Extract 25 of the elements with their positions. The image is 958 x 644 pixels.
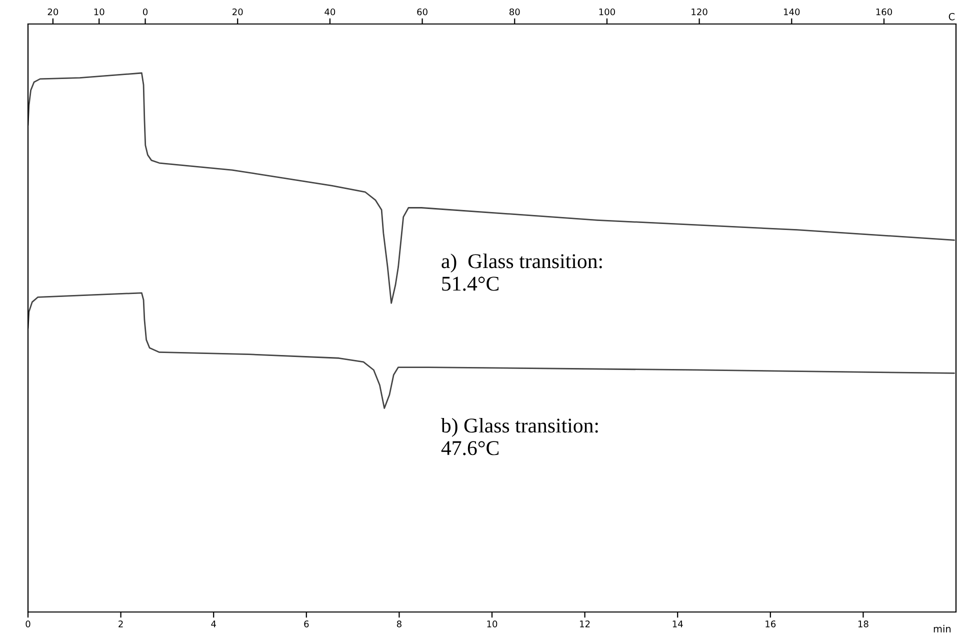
x-tick-label: 8 xyxy=(396,620,402,628)
x2-tick-label: 20 xyxy=(232,8,243,16)
x2-tick-label: 140 xyxy=(784,8,800,16)
x-tick-label: 4 xyxy=(211,620,216,628)
x-tick-label: 10 xyxy=(487,620,498,628)
x-tick-label: 6 xyxy=(304,620,309,628)
x-tick-label: 16 xyxy=(766,620,776,628)
x-tick-label: 2 xyxy=(118,620,123,628)
x2-tick-label: 80 xyxy=(509,8,520,16)
x2-tick-label: 20 xyxy=(48,8,58,16)
x2-tick-label: 0 xyxy=(142,8,148,16)
x2-tick-label: 60 xyxy=(417,8,428,16)
x2-axis-title: C xyxy=(948,13,955,20)
x-tick-label: 14 xyxy=(672,620,683,628)
annotation: b) Glass transition: 47.6°C xyxy=(440,418,598,456)
x-tick-label: 18 xyxy=(858,620,868,628)
x2-tick-label: 10 xyxy=(94,8,104,16)
x2-tick-label: 120 xyxy=(692,8,708,16)
x-tick-label: 12 xyxy=(580,620,590,628)
x-axis-title: min xyxy=(934,624,951,632)
x2-tick-label: 100 xyxy=(599,8,615,16)
annotation: a) Glass transition: 51.4°C xyxy=(442,254,602,291)
x2-tick-label: 40 xyxy=(324,8,336,16)
x-tick-label: 0 xyxy=(26,620,30,628)
x2-tick-label: 160 xyxy=(876,8,892,16)
